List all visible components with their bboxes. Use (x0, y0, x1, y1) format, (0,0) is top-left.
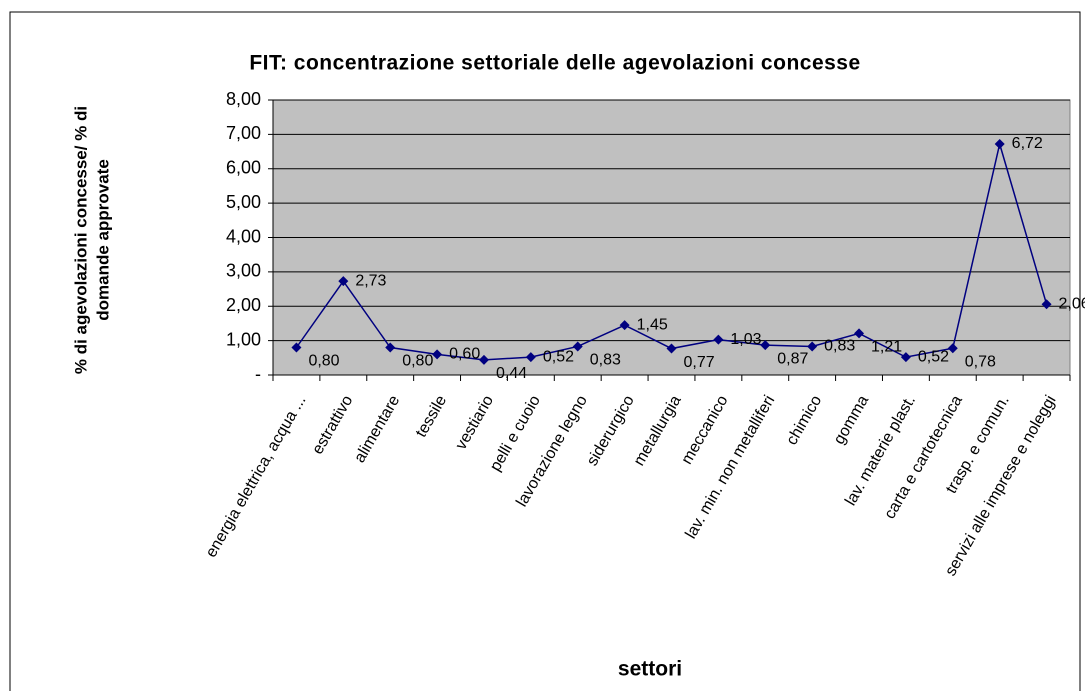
data-label: 0,80 (402, 353, 433, 370)
marker (291, 342, 302, 353)
y-tick-label: 6,00 (226, 158, 261, 178)
data-label: 1,21 (871, 339, 902, 356)
marker (807, 341, 818, 352)
data-label: 0,77 (684, 354, 715, 371)
y-tick-label: 2,00 (226, 295, 261, 315)
data-label: 0,52 (918, 348, 949, 365)
y-tick-label: 7,00 (226, 123, 261, 143)
marker (666, 343, 677, 354)
marker (619, 320, 630, 331)
marker (572, 341, 583, 352)
data-label: 2,73 (355, 272, 386, 289)
data-label: 0,52 (543, 348, 574, 365)
marker (713, 334, 724, 345)
data-label: 0,83 (590, 352, 621, 369)
data-label: 0,44 (496, 365, 527, 382)
marker (385, 342, 396, 353)
data-label: 0,80 (308, 353, 339, 370)
chart-title: FIT: concentrazione settoriale delle age… (249, 52, 860, 75)
data-label: 1,03 (730, 331, 761, 348)
y-tick-label: 3,00 (226, 261, 261, 281)
marker (432, 349, 443, 360)
x-axis-title: settori (618, 658, 682, 681)
y-tick-label: 1,00 (226, 329, 261, 349)
data-label: 1,45 (637, 316, 668, 333)
marker (947, 343, 958, 354)
marker (338, 276, 349, 287)
data-label: 6,72 (1012, 135, 1043, 152)
marker (994, 139, 1005, 149)
y-tick-label: 8,00 (226, 89, 261, 109)
y-tick-label: 4,00 (226, 226, 261, 246)
y-tick-label: - (255, 364, 261, 384)
data-label: 0,83 (824, 338, 855, 355)
y-axis-title: % di agevolazioni concesse/ % di (71, 106, 90, 374)
data-label: 0,87 (777, 350, 808, 367)
marker (760, 340, 771, 351)
data-label: 0,78 (965, 353, 996, 370)
data-label: 0,60 (449, 346, 480, 363)
y-axis-title: domande approvate (93, 159, 112, 321)
data-label: 2,06 (1059, 295, 1085, 312)
y-tick-label: 5,00 (226, 192, 261, 212)
marker (1041, 299, 1052, 310)
marker (854, 328, 865, 339)
marker (478, 354, 489, 365)
marker (525, 352, 536, 363)
marker (900, 352, 911, 363)
